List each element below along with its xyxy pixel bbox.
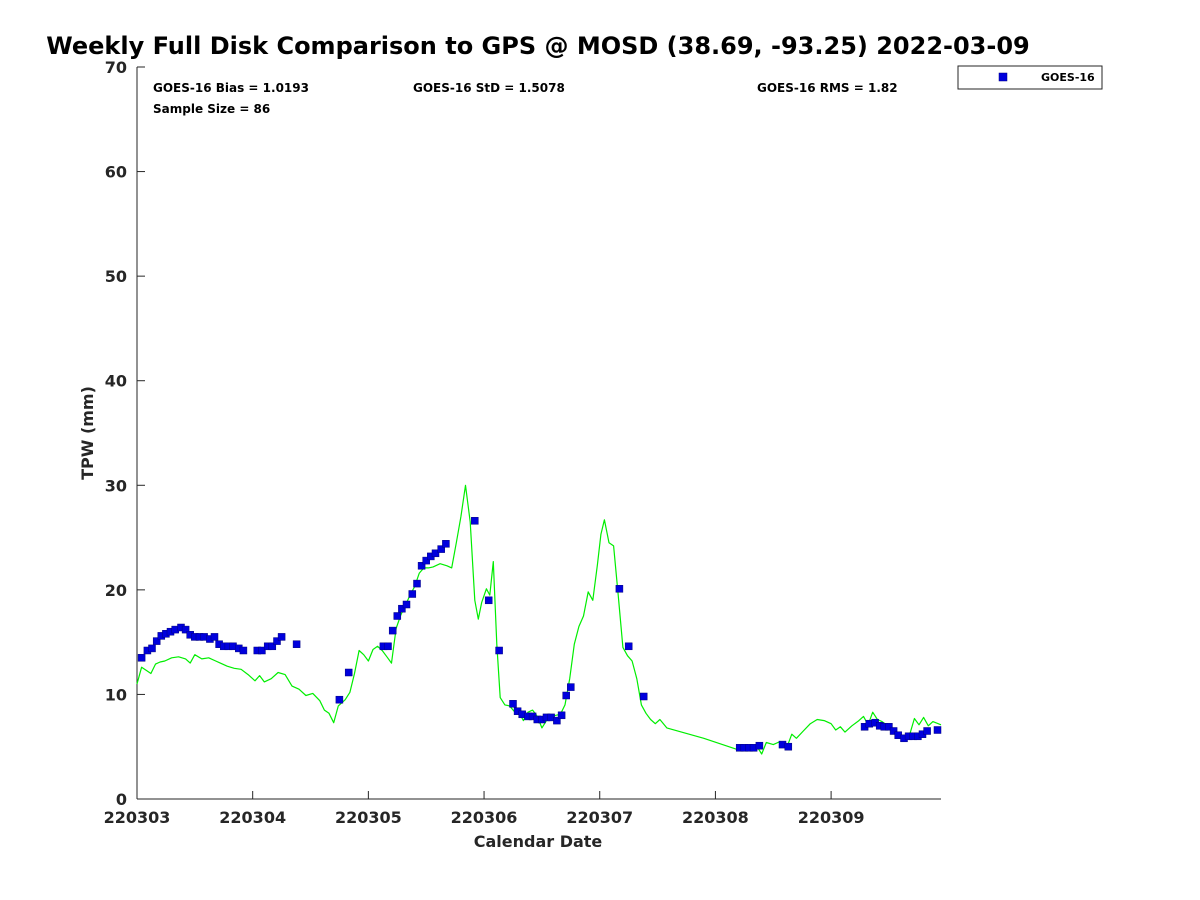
goes-16-point — [268, 642, 277, 651]
goes-16-point — [402, 600, 411, 609]
goes-16-point — [258, 646, 266, 655]
goes-16-point — [388, 626, 397, 635]
x-tick-label: 220305 — [335, 808, 402, 827]
x-tick-label: 220308 — [682, 808, 749, 827]
goes-16-point — [335, 695, 344, 704]
goes-16-point — [137, 654, 146, 662]
goes-16-point — [923, 727, 931, 735]
y-tick-label: 10 — [105, 685, 127, 704]
goes-16-point — [239, 646, 248, 655]
x-tick-label: 220307 — [566, 808, 633, 827]
goes-16-point — [148, 644, 156, 653]
plot-area: 220303 220304 220305 220306 220307 220308 2203… — [104, 58, 942, 827]
goes-16-point — [277, 633, 286, 641]
goes-16-point — [933, 726, 942, 734]
goes-16-point — [567, 683, 575, 691]
goes-16-point — [442, 540, 450, 548]
chart-title: Weekly Full Disk Comparison to GPS @ MOS… — [46, 32, 1029, 60]
plot-background — [137, 67, 941, 799]
legend-marker-goes-16 — [998, 72, 1008, 82]
x-tick-label: 220306 — [451, 808, 518, 827]
goes-16-point — [393, 612, 402, 620]
bias-stat: GOES-16 Bias = 1.0193 — [153, 81, 309, 95]
y-axis-label: TPW (mm) — [78, 386, 97, 480]
x-tick-label: 220303 — [104, 808, 171, 827]
legend-box — [957, 65, 1103, 90]
goes-16-point — [784, 742, 793, 751]
goes-16-point — [615, 585, 624, 593]
sample-size-stat: Sample Size = 86 — [153, 102, 270, 116]
goes-16-point — [417, 562, 426, 570]
x-tick-label: 220309 — [798, 808, 865, 827]
goes-16-point — [181, 625, 190, 634]
goes-16-point — [495, 646, 503, 655]
goes-16-point — [437, 545, 445, 553]
y-tick-label: 20 — [105, 581, 127, 600]
goes-16-point — [422, 556, 430, 565]
goes-16-point — [398, 604, 406, 613]
goes-16-point — [639, 692, 648, 701]
goes-16-point — [413, 579, 421, 588]
y-tick-label: 60 — [105, 163, 127, 182]
goes-16-point — [431, 549, 440, 558]
goes-16-point — [553, 716, 561, 725]
goes-16-point — [384, 642, 392, 651]
goes-16-point — [152, 637, 161, 645]
y-axis-ticks: 0 10 20 30 40 50 60 70 — [105, 58, 145, 809]
legend-label-goes-16: GOES-16 — [1041, 71, 1095, 84]
goes-16-point — [889, 727, 898, 735]
goes-16-point — [562, 691, 570, 700]
goes-16-point — [624, 642, 633, 651]
goes-16-point — [885, 723, 893, 731]
goes-16-point — [344, 668, 353, 677]
goes-16-point — [273, 637, 281, 645]
series-layer — [136, 484, 942, 755]
y-tick-label: 70 — [105, 58, 127, 77]
goes-16-point — [471, 517, 479, 525]
goes-16-point — [509, 700, 517, 708]
goes-16-point — [292, 640, 301, 648]
std-stat: GOES-16 StD = 1.5078 — [413, 81, 565, 95]
legend: GOES-16 — [957, 65, 1103, 90]
goes-16-point — [484, 596, 493, 605]
y-tick-label: 50 — [105, 267, 127, 286]
goes-16-point — [557, 711, 566, 720]
rms-stat: GOES-16 RMS = 1.82 — [757, 81, 898, 95]
y-tick-label: 0 — [116, 790, 127, 809]
goes-16-point — [210, 633, 219, 641]
x-axis-ticks: 220303 220304 220305 220306 220307 220308 2203… — [104, 791, 865, 827]
x-tick-label: 220304 — [219, 808, 286, 827]
x-axis-label: Calendar Date — [474, 832, 603, 851]
y-tick-label: 30 — [105, 476, 127, 495]
gps-tpw-line — [136, 484, 942, 755]
y-tick-label: 40 — [105, 372, 127, 391]
goes-16-point — [408, 590, 417, 598]
goes-16-point — [755, 741, 764, 750]
